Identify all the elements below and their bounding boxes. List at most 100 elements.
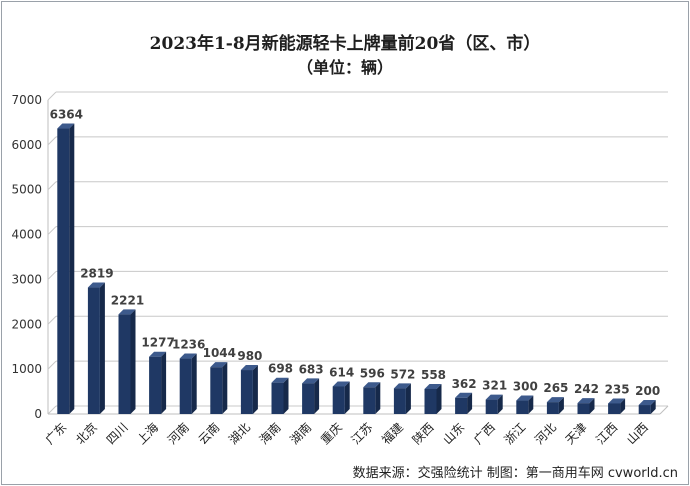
bar-top (516, 395, 534, 401)
x-tick-label: 湖南 (287, 420, 315, 448)
bar-top (608, 398, 626, 404)
bar (179, 358, 192, 414)
bar (546, 402, 559, 414)
x-tick-label: 云南 (195, 420, 223, 448)
bar-side (528, 395, 534, 414)
bar-top (87, 282, 105, 288)
bar-value-label: 6364 (50, 108, 83, 122)
bar-side (467, 392, 473, 414)
bar-value-label: 2819 (80, 267, 113, 281)
bar-side (589, 398, 595, 414)
x-tick-label: 河南 (164, 420, 192, 448)
bar-side (620, 398, 626, 414)
bar-top (393, 383, 411, 389)
y-tick-label: 7000 (11, 93, 42, 107)
bar-value-label: 2221 (111, 293, 144, 307)
x-tick-label: 湖北 (225, 420, 253, 448)
bar-side (222, 362, 228, 414)
bar-top (179, 353, 197, 359)
x-tick-label: 四川 (104, 420, 131, 447)
bar-top (546, 397, 564, 403)
bar-top (638, 400, 656, 406)
source-note: 数据来源：交强险统计 制图：第一商用车网 cvworld.cn (352, 466, 678, 481)
x-tick-label: 天津 (563, 420, 590, 447)
bar-side (344, 381, 350, 414)
bar-side (314, 378, 320, 414)
bar-side (497, 394, 503, 414)
gridline-side (47, 136, 57, 146)
floor-right-edge (659, 405, 669, 415)
bar-top (118, 309, 136, 315)
bar-side (650, 400, 656, 414)
bar (424, 388, 437, 414)
x-tick-label: 河北 (532, 420, 559, 447)
bar-side (69, 123, 75, 414)
bar-top (363, 382, 381, 388)
bar (608, 403, 621, 414)
gridline-side (47, 91, 57, 101)
bar-top (57, 123, 75, 129)
y-tick-label: 4000 (11, 228, 42, 242)
bar-side (130, 309, 136, 414)
bar-side (283, 377, 289, 414)
y-tick-label: 2000 (11, 317, 42, 331)
bar-value-label: 683 (299, 362, 324, 376)
gridline-side (47, 181, 57, 191)
x-tick-label: 北京 (73, 420, 100, 447)
gridline-side (47, 271, 57, 280)
y-tick-label: 3000 (11, 272, 42, 286)
bar-side (405, 383, 411, 414)
bar-top (210, 362, 228, 368)
bar-side (252, 365, 258, 414)
bar (149, 356, 162, 414)
bar-side (558, 397, 564, 414)
x-tick-label: 山西 (624, 420, 651, 447)
bar-side (191, 353, 197, 414)
bar (332, 386, 345, 414)
bar-value-label: 614 (329, 365, 354, 379)
bar-value-label: 300 (513, 380, 538, 394)
bar (393, 388, 406, 414)
bar (363, 387, 376, 414)
bar-value-label: 558 (421, 368, 446, 382)
x-tick-label: 重庆 (318, 420, 345, 447)
y-tick-label: 1000 (11, 362, 42, 376)
bar-value-label: 265 (543, 381, 568, 395)
bar-value-label: 698 (268, 362, 293, 376)
bar (638, 405, 651, 414)
bar-value-label: 1044 (203, 346, 236, 360)
x-tick-label: 陕西 (409, 420, 437, 448)
bar-value-label: 572 (390, 367, 415, 381)
bar (87, 287, 100, 414)
bar (240, 370, 253, 414)
x-tick-label: 江西 (593, 420, 620, 447)
bar-side (375, 382, 381, 414)
bar-value-label: 596 (360, 366, 385, 380)
y-tick-label: 5000 (11, 183, 42, 197)
bar-top (485, 394, 503, 400)
gridline-side (47, 405, 57, 415)
bar-value-label: 200 (635, 384, 660, 398)
bar (485, 399, 498, 414)
gridline-side (47, 315, 57, 325)
x-tick-label: 广东 (43, 420, 70, 447)
y-tick-label: 6000 (11, 138, 42, 152)
bar-top (332, 381, 350, 387)
bar (118, 314, 131, 414)
bar-value-label: 1277 (141, 336, 174, 350)
y-tick-label: 0 (34, 407, 42, 421)
gridline-side (47, 226, 57, 235)
x-tick-label: 浙江 (502, 420, 529, 447)
bar-top (271, 377, 289, 383)
bar-value-label: 242 (574, 382, 599, 396)
x-tick-label: 上海 (134, 420, 162, 448)
x-tick-label: 山东 (440, 420, 467, 447)
bar-top (149, 351, 167, 357)
bar-value-label: 1236 (172, 338, 205, 352)
bar-side (99, 282, 105, 414)
chart-subtitle: （单位：辆） (296, 58, 393, 77)
bar-value-label: 321 (482, 379, 507, 393)
bar-value-label: 235 (605, 382, 630, 396)
bar (516, 400, 529, 414)
bar-top (240, 365, 258, 371)
